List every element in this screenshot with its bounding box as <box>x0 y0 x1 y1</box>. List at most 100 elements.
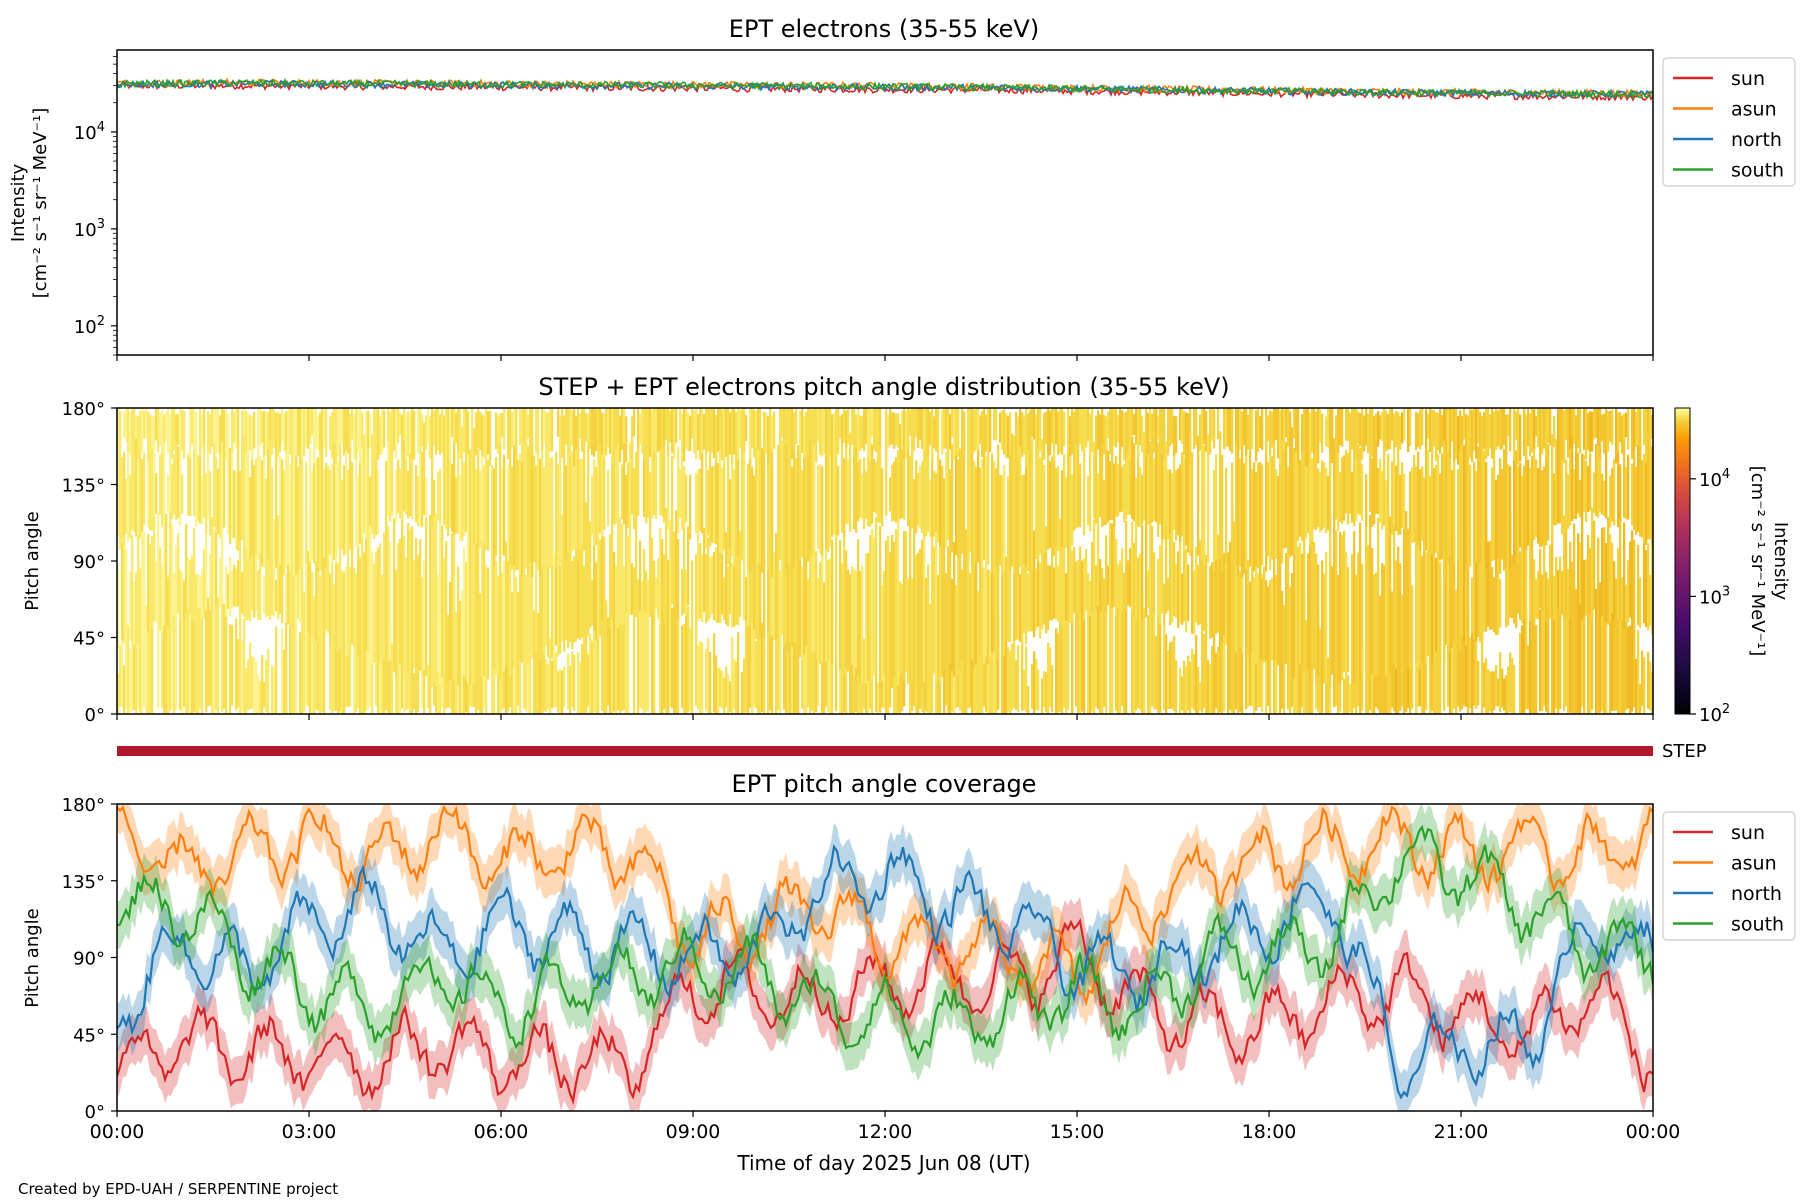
pad-cell <box>647 442 650 518</box>
pad-cell <box>295 600 298 714</box>
pad-cell <box>899 581 902 677</box>
pad-cell <box>299 408 302 465</box>
pad-cell <box>777 562 780 641</box>
pad-cell <box>1599 458 1602 513</box>
pad-cell <box>1215 652 1218 709</box>
pad-cell <box>1257 579 1260 658</box>
pad-cell <box>139 609 142 714</box>
pad-cell <box>251 415 254 460</box>
pad-cell <box>699 408 702 460</box>
pad-cell <box>407 411 410 457</box>
pad-cell <box>1111 451 1114 521</box>
pad-cell <box>1631 463 1634 526</box>
pad-cell <box>931 408 934 462</box>
pad-cell <box>997 444 1000 574</box>
pad-cell <box>1559 556 1562 615</box>
pad-cell <box>681 568 684 616</box>
pad-cell <box>1525 414 1528 458</box>
pad-cell <box>837 466 840 536</box>
pad-cell <box>205 473 208 534</box>
pad-cell <box>1289 586 1292 714</box>
pad-cell <box>367 410 370 449</box>
pad-cell <box>669 519 672 607</box>
pad-cell <box>931 531 934 676</box>
pad-cell <box>571 451 574 552</box>
pad-cell <box>779 597 782 714</box>
pad-cell <box>889 477 892 512</box>
pad-cell <box>1187 448 1190 553</box>
pad-cell <box>911 578 914 682</box>
pad-cell <box>395 641 398 714</box>
pad-cell <box>147 411 150 463</box>
pad-cell <box>485 565 488 674</box>
pad-cell <box>325 462 328 568</box>
pad-cell <box>611 408 614 465</box>
pad-cell <box>1347 409 1350 442</box>
pad-cell <box>1557 408 1560 448</box>
pad-cell <box>937 444 940 543</box>
pad-cell <box>463 408 466 453</box>
pad-cell <box>1009 537 1012 643</box>
pad-cell <box>355 584 358 645</box>
pad-cell <box>709 557 712 619</box>
pad-cell <box>213 590 216 714</box>
pad-cell <box>1057 632 1060 713</box>
pad-cell <box>1635 658 1638 714</box>
pad-cell <box>1237 408 1240 453</box>
pad-cell <box>355 408 358 460</box>
pad-cell <box>213 408 216 444</box>
pad-cell <box>173 454 176 515</box>
pad-cell <box>1301 450 1304 542</box>
pad-cell <box>151 599 154 713</box>
pad-cell <box>1577 584 1580 714</box>
pad-cell <box>189 408 192 459</box>
pad-cell <box>1511 554 1514 618</box>
pad-cell <box>1651 446 1653 546</box>
pad-cell <box>267 412 270 450</box>
pad-cell <box>875 516 878 674</box>
pad-cell <box>347 535 350 658</box>
pad-cell <box>1459 439 1462 572</box>
pad-cell <box>537 408 540 462</box>
pad-cell <box>1023 670 1026 711</box>
pad-cell <box>975 467 978 564</box>
pad-cell <box>919 466 922 529</box>
pad-cell <box>327 507 330 633</box>
pad-cell <box>1181 408 1184 444</box>
pad-cell <box>1439 562 1442 659</box>
pad-cell <box>117 567 120 649</box>
pad-cell <box>523 408 526 445</box>
pad-cell <box>353 567 356 647</box>
pad-cell <box>1303 408 1306 450</box>
pad-cell <box>937 408 940 446</box>
pad-cell <box>813 408 816 446</box>
pad-cell <box>173 576 176 714</box>
pad-cell <box>1527 645 1530 710</box>
pad-cell <box>1475 470 1478 563</box>
pad-cell <box>1571 408 1574 438</box>
pad-cell <box>581 458 584 546</box>
pad-cell <box>723 456 726 550</box>
pad-cell <box>995 530 998 649</box>
panel3-x-ticks: 00:00 03:00 06:00 09:00 12:00 15:00 18:00 21:00… <box>90 1111 1680 1143</box>
pad-cell <box>893 461 896 521</box>
pad-cell <box>763 411 766 453</box>
pad-cell <box>1517 408 1520 465</box>
pad-cell <box>803 524 806 655</box>
pad-cell <box>1345 449 1348 514</box>
pad-cell <box>123 665 126 714</box>
pad-cell <box>797 520 800 659</box>
pad-cell <box>999 474 1002 566</box>
pad-cell <box>883 660 886 709</box>
pad-cell <box>1537 570 1540 620</box>
pad-cell <box>1393 437 1396 526</box>
pad-cell <box>1231 603 1234 714</box>
pad-cell <box>1099 558 1102 611</box>
pad-cell <box>437 472 440 521</box>
pad-cell <box>695 608 698 706</box>
pad-cell <box>777 444 780 574</box>
pad-cell <box>205 585 208 713</box>
pad-cell <box>1335 415 1338 449</box>
pad-cell <box>199 408 202 457</box>
